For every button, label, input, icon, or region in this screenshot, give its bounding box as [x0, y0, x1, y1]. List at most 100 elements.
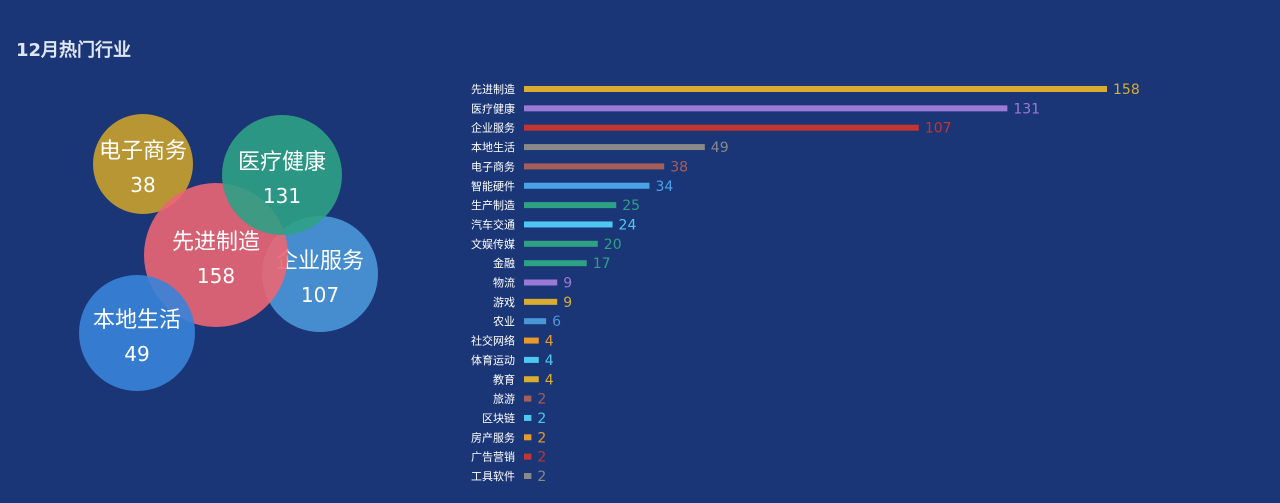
bar-category-label: 体育运动: [471, 353, 515, 367]
bar-value-label: 34: [655, 179, 673, 195]
bubble-value: 49: [124, 342, 149, 366]
bar-category-label: 智能硬件: [471, 179, 515, 193]
bar: [524, 163, 665, 170]
bar: [524, 414, 532, 421]
bar-category-label: 区块链: [482, 411, 515, 425]
bar: [524, 221, 613, 228]
bubble-circle: [262, 216, 378, 332]
bar: [524, 318, 547, 325]
bar-category-label: 电子商务: [471, 159, 515, 173]
bar-row: 电子商务 38: [471, 159, 688, 175]
bar-row: 教育 4: [493, 372, 554, 388]
bar-row: 金融 17: [493, 256, 611, 272]
bar-category-label: 文娱传媒: [471, 237, 515, 251]
bar-row: 本地生活 49: [471, 140, 729, 156]
bar-category-label: 游戏: [493, 296, 515, 309]
bar-row: 汽车交通 24: [471, 217, 636, 233]
bar: [524, 376, 539, 383]
bar-chart: 先进制造 158 医疗健康 131 企业服务 107 本地生活 49 电子商务 38 智能硬件 34 生…: [471, 82, 1140, 485]
bubble-circle: [222, 115, 342, 235]
bubble-医疗健康: 医疗健康 131: [222, 115, 342, 235]
bubble-本地生活: 本地生活 49: [79, 275, 195, 391]
bar-value-label: 2: [537, 450, 546, 466]
bar-value-label: 2: [537, 411, 546, 427]
bar: [524, 240, 598, 247]
bar-row: 社交网络 4: [471, 334, 554, 350]
bar-row: 广告营销 2: [471, 450, 546, 466]
bar-category-label: 旅游: [493, 392, 515, 406]
bar-category-label: 医疗健康: [471, 101, 515, 115]
bar: [524, 260, 587, 267]
bar-value-label: 4: [545, 372, 554, 388]
bar-value-label: 6: [552, 314, 561, 330]
bubble-label: 本地生活: [93, 308, 181, 333]
bubble-circle: [79, 275, 195, 391]
bar-category-label: 农业: [493, 314, 515, 328]
bar-row: 医疗健康 131: [471, 101, 1040, 117]
bubble-chart: 电子商务 38 企业服务 107 先进制造 158 医疗健康 131 本地生活 49: [79, 114, 378, 391]
bar-value-label: 17: [593, 256, 611, 272]
bar-category-label: 房产服务: [471, 430, 515, 444]
bar: [524, 202, 617, 209]
bubble-value: 38: [130, 173, 155, 197]
bar-category-label: 先进制造: [471, 82, 515, 96]
bar-value-label: 2: [537, 430, 546, 446]
bar-row: 工具软件 2: [471, 469, 546, 485]
bar-category-label: 金融: [493, 256, 515, 270]
bar: [524, 395, 532, 402]
bar-row: 农业 6: [493, 314, 561, 330]
bar-category-label: 生产制造: [471, 198, 515, 212]
bubble-label: 企业服务: [276, 249, 364, 274]
bar-value-label: 38: [670, 159, 688, 175]
bar: [524, 337, 539, 344]
bubble-企业服务: 企业服务 107: [262, 216, 378, 332]
bubble-circle: [93, 114, 193, 214]
bar: [524, 298, 558, 305]
bar-category-label: 物流: [493, 276, 515, 290]
bar-value-label: 25: [622, 198, 640, 214]
bar-category-label: 社交网络: [471, 334, 515, 348]
bar-row: 生产制造 25: [471, 198, 640, 214]
bar-category-label: 广告营销: [471, 450, 515, 464]
bar-row: 企业服务 107: [471, 121, 952, 137]
bar-value-label: 9: [563, 276, 572, 292]
bar-value-label: 24: [619, 217, 637, 233]
bar: [524, 356, 539, 363]
bar-row: 区块链 2: [482, 411, 546, 427]
bar: [524, 105, 1008, 112]
bar: [524, 182, 650, 189]
bar-value-label: 49: [711, 140, 729, 156]
bar-value-label: 4: [545, 353, 554, 369]
bubble-label: 先进制造: [172, 230, 260, 255]
bubble-value: 131: [263, 184, 301, 208]
bubble-value: 158: [197, 264, 235, 288]
bar: [524, 144, 705, 151]
bar-category-label: 汽车交通: [471, 217, 515, 231]
bar-row: 先进制造 158: [471, 82, 1140, 98]
bar-row: 智能硬件 34: [471, 179, 673, 195]
bubble-label: 电子商务: [99, 139, 187, 164]
bar: [524, 279, 558, 286]
bar: [524, 473, 532, 479]
bar: [524, 453, 532, 460]
bar-value-label: 20: [604, 237, 622, 253]
bar-category-label: 企业服务: [471, 121, 515, 135]
bar-category-label: 教育: [493, 372, 515, 386]
bar: [524, 124, 919, 131]
bar-value-label: 131: [1013, 101, 1040, 117]
bar-row: 文娱传媒 20: [471, 237, 622, 253]
bubble-value: 107: [301, 283, 339, 307]
bar-value-label: 158: [1113, 82, 1140, 98]
bar: [524, 434, 532, 441]
bar: [524, 86, 1107, 92]
bar-value-label: 2: [537, 469, 546, 485]
bar-row: 体育运动 4: [471, 353, 554, 369]
bar-row: 物流 9: [493, 276, 572, 292]
bar-value-label: 9: [563, 295, 572, 311]
bubble-label: 医疗健康: [238, 150, 326, 175]
chart-title: 12月热门行业: [16, 40, 132, 61]
bar-value-label: 4: [545, 334, 554, 350]
bar-value-label: 2: [537, 392, 546, 408]
bar-row: 旅游 2: [493, 392, 546, 408]
